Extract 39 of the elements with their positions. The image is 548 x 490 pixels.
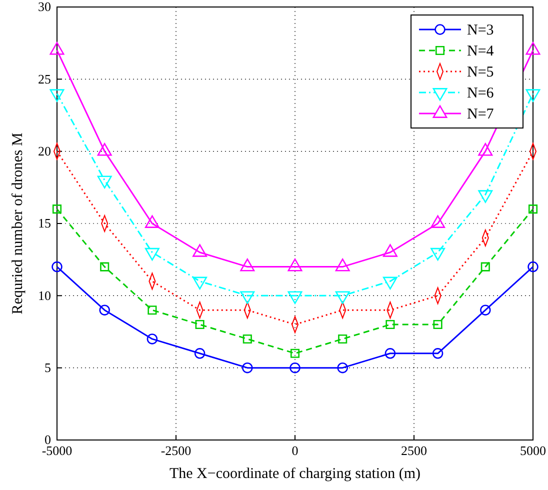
- y-tick-label: 10: [38, 288, 51, 303]
- point: [99, 304, 110, 316]
- point: [528, 261, 538, 272]
- point: [290, 348, 300, 358]
- point: [194, 348, 206, 359]
- point: [432, 348, 444, 359]
- point: [242, 362, 253, 374]
- point: [480, 262, 490, 272]
- legend-label: N=5: [467, 64, 494, 80]
- legend-label: N=3: [467, 22, 494, 38]
- x-tick-label: -2500: [160, 443, 192, 458]
- y-axis-title: Requried number of drones M: [10, 132, 26, 314]
- point: [52, 261, 62, 272]
- y-tick-label: 15: [38, 216, 51, 231]
- y-tick-label: 30: [38, 0, 51, 14]
- legend-label: N=7: [467, 106, 494, 122]
- y-tick-label: 25: [38, 71, 51, 86]
- y-tick-label: 20: [38, 143, 51, 158]
- point: [480, 304, 491, 316]
- point: [148, 306, 157, 315]
- point: [338, 334, 348, 344]
- point: [433, 320, 442, 330]
- x-tick-label: 5000: [520, 443, 546, 458]
- point: [100, 262, 110, 272]
- x-tick-label: 2500: [401, 443, 427, 458]
- point: [242, 334, 252, 344]
- point: [52, 204, 62, 214]
- point: [384, 348, 396, 359]
- point: [195, 320, 204, 330]
- point: [337, 362, 348, 374]
- y-tick-label: 5: [44, 360, 51, 375]
- legend-label: N=6: [467, 86, 494, 102]
- point: [386, 320, 395, 330]
- point: [290, 362, 300, 374]
- x-axis-title: The X−coordinate of charging station (m): [169, 466, 421, 482]
- point: [528, 204, 538, 214]
- x-tick-label: 0: [292, 443, 298, 458]
- point: [146, 334, 158, 344]
- legend-label: N=4: [467, 44, 494, 60]
